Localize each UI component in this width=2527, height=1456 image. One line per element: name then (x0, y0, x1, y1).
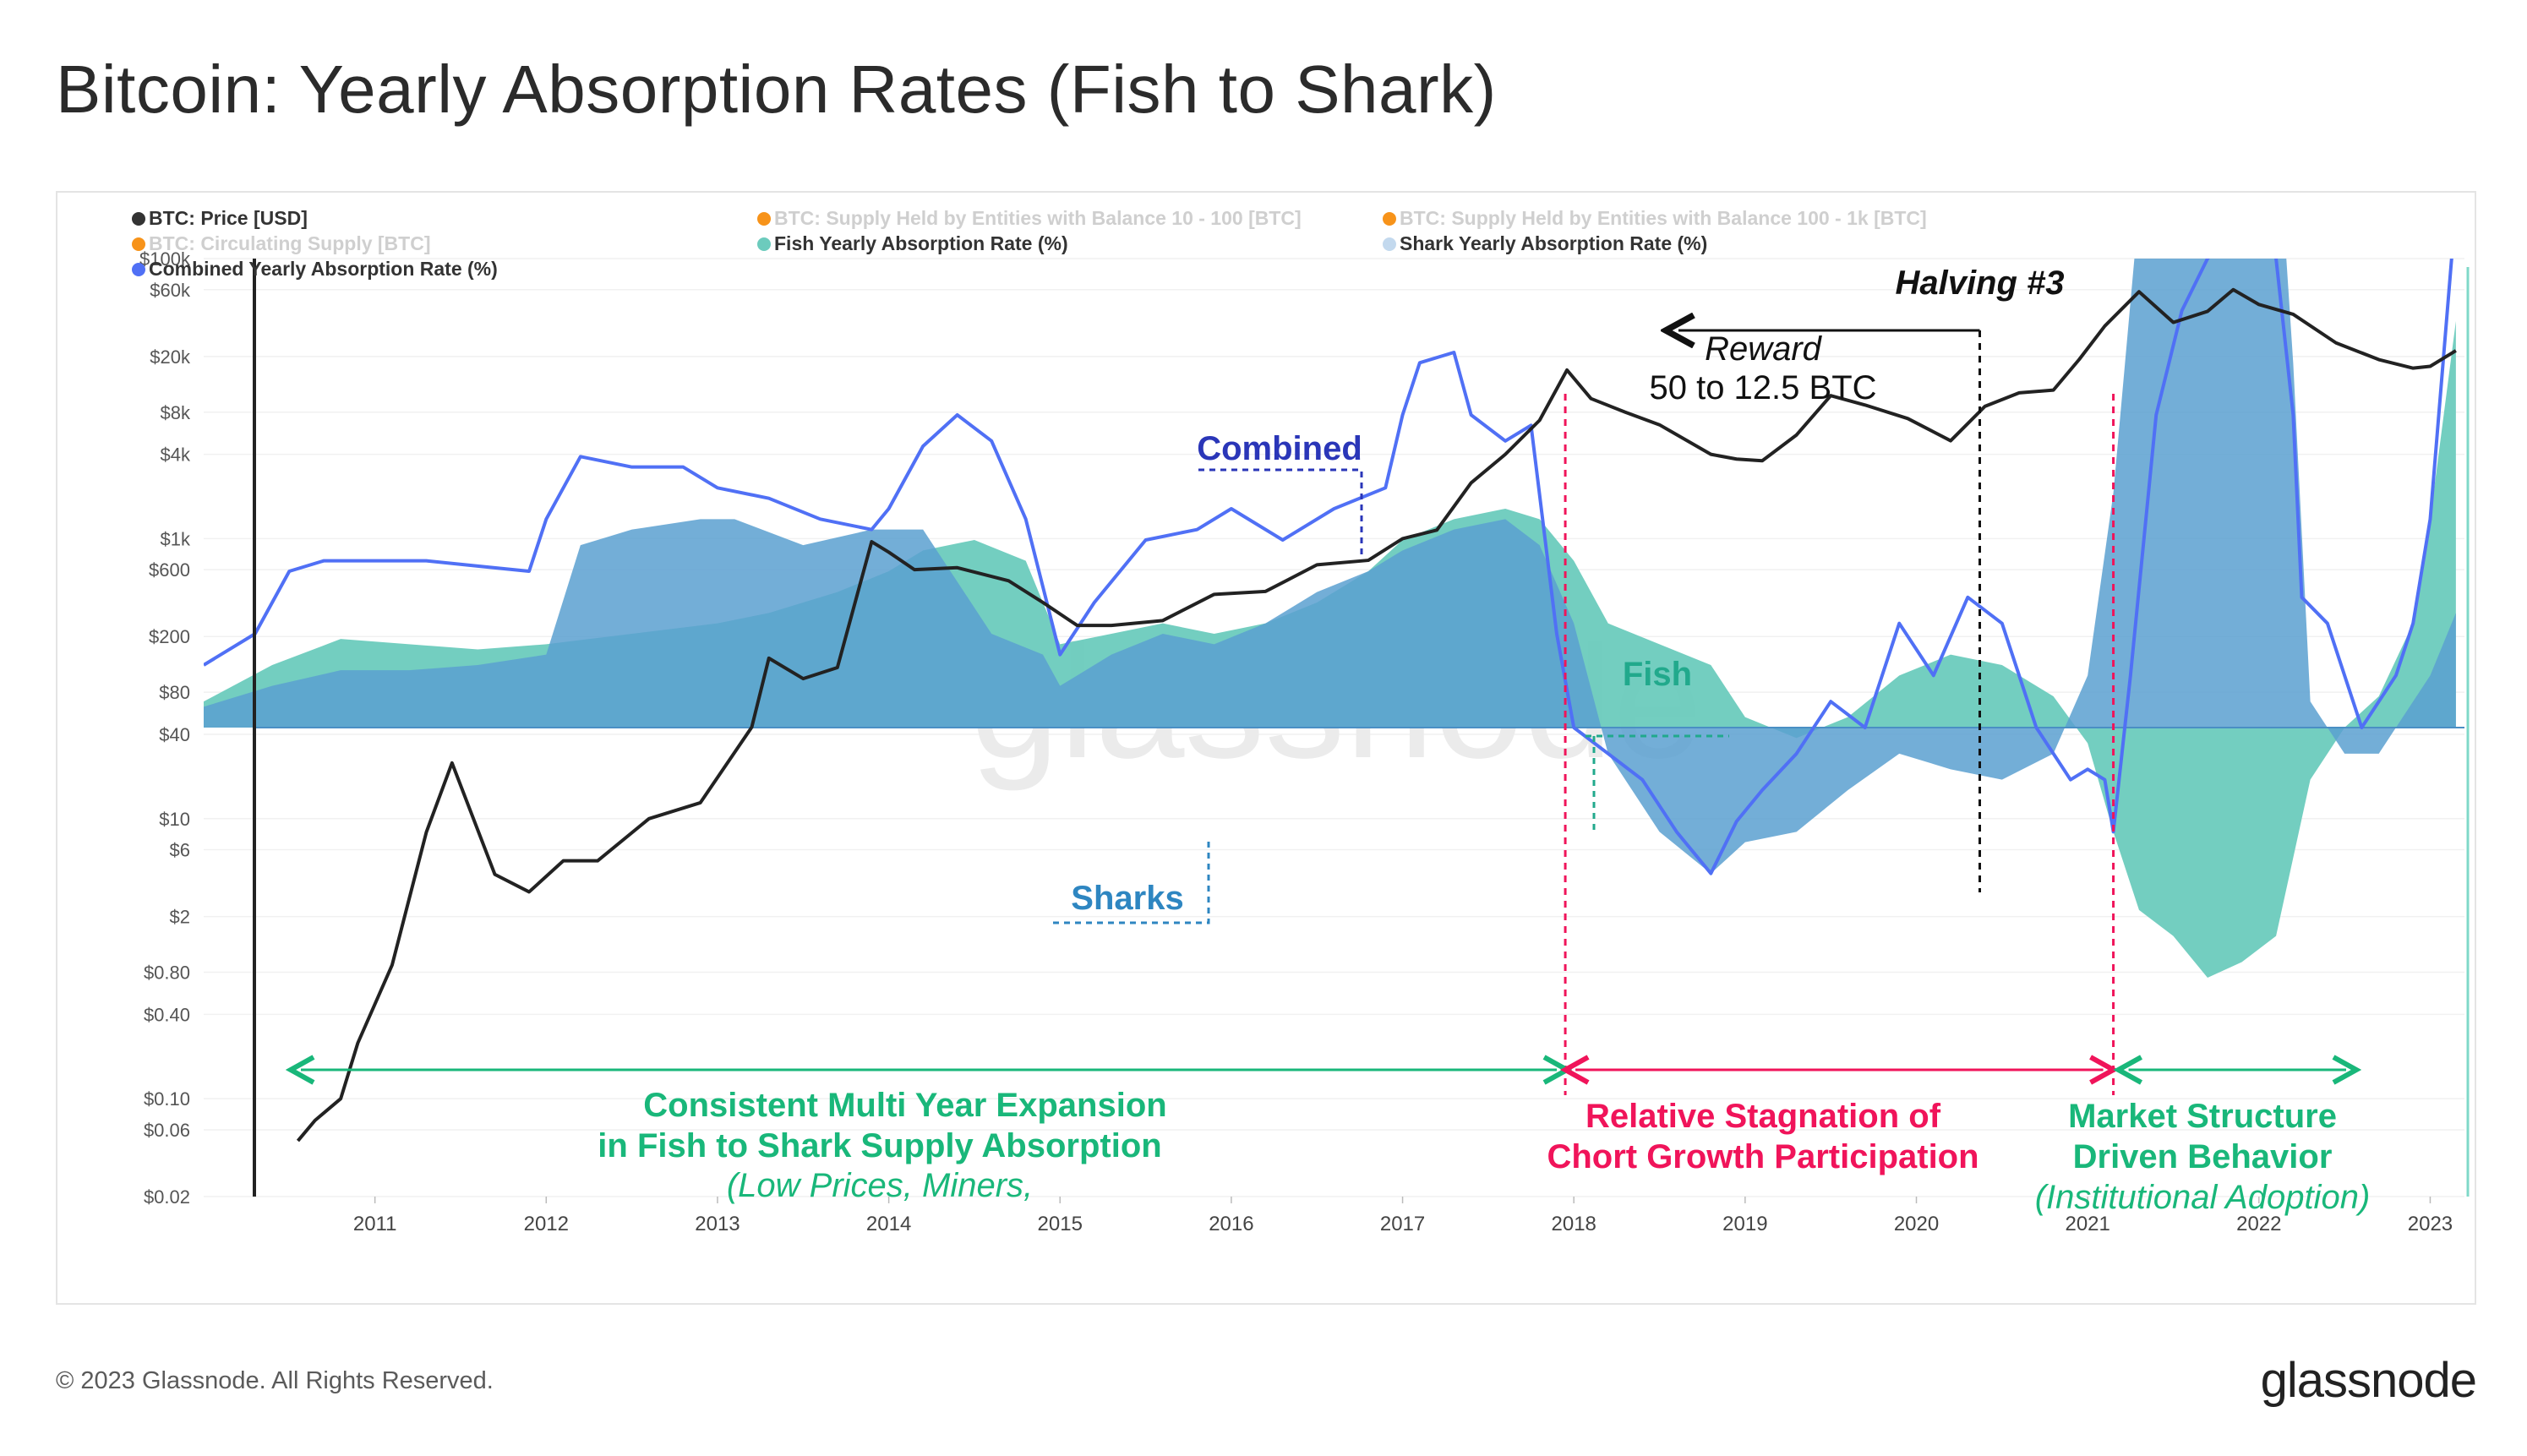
sharks-callout-line (1053, 842, 1210, 924)
phase3-label: Market Structure (2068, 1098, 2337, 1135)
legend-marker (132, 212, 145, 226)
legend-item: BTC: Supply Held by Entities with Balanc… (1400, 207, 1927, 229)
y-left-tick-label: $8k (161, 402, 191, 423)
legend-item: Combined Yearly Absorption Rate (%) (149, 258, 498, 280)
brand-logo: glassnode (2260, 1353, 2477, 1408)
phase1-label: (Low Prices, Miners, (727, 1167, 1033, 1204)
halving-label: Halving #3 (1895, 264, 2064, 302)
reward-label: 50 to 12.5 BTC (1649, 369, 1876, 406)
y-left-tick-label: $4k (161, 444, 191, 466)
x-tick-label: 2013 (695, 1213, 740, 1235)
x-tick-label: 2019 (1722, 1213, 1767, 1235)
legend-marker (757, 212, 771, 226)
fish-label: Fish (1623, 656, 1692, 693)
phase1-label: Consistent Multi Year Expansion (643, 1087, 1166, 1124)
y-left-tick-label: $1k (161, 528, 191, 549)
y-left-tick-label: $60k (150, 280, 191, 301)
legend-marker (132, 263, 145, 276)
line-series (204, 259, 2457, 1142)
legend-item: BTC: Supply Held by Entities with Balanc… (774, 207, 1302, 229)
chart-svg: glassnode $100k$60k$20k$8k$4k$1k$600$200… (132, 207, 2470, 1235)
y-left-tick-label: $40 (159, 724, 190, 745)
shark-area (204, 259, 2456, 874)
legend-marker (757, 237, 771, 251)
x-tick-label: 2021 (2065, 1213, 2109, 1235)
x-tick-label: 2015 (1038, 1213, 1083, 1235)
legend-marker (1383, 237, 1396, 251)
x-tick-label: 2022 (2236, 1213, 2281, 1235)
x-tick-label: 2017 (1380, 1213, 1425, 1235)
x-tick-label: 2011 (353, 1213, 397, 1235)
phase1-label: in Fish to Shark Supply Absorption (598, 1127, 1161, 1164)
y-left-tick-label: $0.06 (144, 1120, 190, 1141)
y-left-tick-label: $0.80 (144, 962, 190, 984)
x-tick-label: 2012 (524, 1213, 569, 1235)
reward-label: Reward (1705, 330, 1823, 368)
fish-callout-line (1586, 734, 1729, 833)
phase3-label: Driven Behavior (2073, 1138, 2333, 1175)
y-left-tick-label: $0.10 (144, 1088, 190, 1110)
x-tick-label: 2018 (1552, 1213, 1596, 1235)
legend-item: BTC: Price [USD] (149, 207, 308, 229)
x-tick-label: 2020 (1894, 1213, 1939, 1235)
y-left-tick-label: $200 (149, 626, 190, 647)
chart-panel (56, 191, 2476, 1305)
area-series (204, 259, 2456, 978)
legend-item: Fish Yearly Absorption Rate (%) (774, 232, 1068, 254)
y-left-tick-label: $0.02 (144, 1186, 190, 1208)
y-left-tick-label: $6 (170, 840, 190, 861)
y-left-tick-label: $10 (159, 809, 190, 830)
phase3-label: (Institutional Adoption) (2035, 1179, 2371, 1216)
sharks-label: Sharks (1071, 880, 1183, 917)
legend: BTC: Price [USD] BTC: Supply Held by Enti… (132, 207, 1927, 280)
y-left-tick-label: $0.40 (144, 1004, 190, 1025)
y-left-tick-label: $20k (150, 346, 191, 368)
price-line (296, 287, 2457, 1142)
legend-item: BTC: Circulating Supply [BTC] (149, 232, 430, 254)
x-tick-label: 2023 (2408, 1213, 2453, 1235)
combined-line (204, 259, 2453, 875)
axes: $100k $60k $20k $8k $4k $1k $600 $200 $80 $40 $10 $… (139, 248, 2470, 1235)
legend-marker (1383, 212, 1396, 226)
page-title: Bitcoin: Yearly Absorption Rates (Fish t… (56, 52, 1497, 127)
y-left-tick-label: $2 (170, 907, 190, 928)
copyright: © 2023 Glassnode. All Rights Reserved. (56, 1367, 494, 1394)
phase2-label: Chort Growth Participation (1547, 1138, 1978, 1175)
y-left-tick-label: $80 (159, 682, 190, 703)
combined-callout-line (1198, 468, 1363, 559)
legend-item: Shark Yearly Absorption Rate (%) (1400, 232, 1707, 254)
combined-label: Combined (1197, 430, 1362, 467)
x-tick-label: 2014 (866, 1213, 911, 1235)
legend-marker (132, 237, 145, 251)
y-left-tick-label: $100k (139, 248, 191, 270)
y-left-tick-label: $600 (149, 559, 190, 581)
x-tick-label: 2016 (1209, 1213, 1253, 1235)
phase2-label: Relative Stagnation of (1586, 1098, 1941, 1135)
